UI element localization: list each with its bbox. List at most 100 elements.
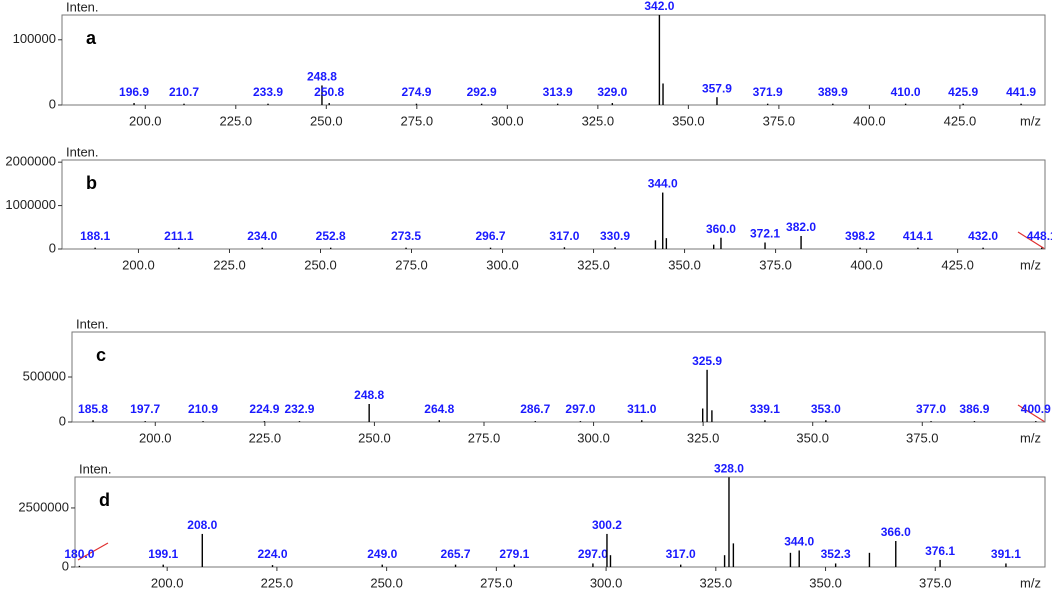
x-tick-label: 325.0 <box>577 257 610 272</box>
peak-label: 441.9 <box>1006 85 1036 99</box>
x-tick-label: 250.0 <box>304 257 337 272</box>
x-tick-label: 425.0 <box>944 113 977 128</box>
y-axis-label: Inten. <box>79 461 112 476</box>
peak-label: 286.7 <box>520 402 550 416</box>
x-tick-label: 350.0 <box>796 430 829 445</box>
peak-label: 273.5 <box>391 229 421 243</box>
peak-label: 234.0 <box>247 229 277 243</box>
x-tick-label: 200.0 <box>139 430 172 445</box>
x-tick-label: 300.0 <box>577 430 610 445</box>
y-tick-label: 0 <box>49 96 56 111</box>
x-tick-label: 400.0 <box>853 113 886 128</box>
x-tick-label: 375.0 <box>919 575 952 589</box>
peak-label: 188.1 <box>80 229 110 243</box>
peak-label: 274.9 <box>401 85 431 99</box>
peak-label: 398.2 <box>845 229 875 243</box>
peak-label: 425.9 <box>948 85 978 99</box>
peak-label: 292.9 <box>467 85 497 99</box>
x-tick-label: 200.0 <box>129 113 162 128</box>
x-tick-label: 375.0 <box>759 257 792 272</box>
peak-label: 376.1 <box>925 544 955 558</box>
x-axis-label: m/z <box>1020 430 1041 445</box>
peak-label: 391.1 <box>991 547 1021 561</box>
peak-label: 353.0 <box>811 402 841 416</box>
x-tick-label: 225.0 <box>261 575 294 589</box>
x-tick-label: 225.0 <box>249 430 282 445</box>
peak-label: 371.9 <box>753 85 783 99</box>
peak-label: 400.9 <box>1021 402 1051 416</box>
peak-label: 311.0 <box>627 402 657 416</box>
peak-label: 328.0 <box>714 461 744 475</box>
peak-label: 448.1 <box>1027 229 1052 243</box>
x-tick-label: 350.0 <box>809 575 842 589</box>
x-tick-label: 275.0 <box>401 113 434 128</box>
peak-label: 300.2 <box>592 518 622 532</box>
peak-label: 317.0 <box>666 547 696 561</box>
x-tick-label: 200.0 <box>151 575 184 589</box>
peak-label: 372.1 <box>750 227 780 241</box>
x-tick-label: 425.0 <box>941 257 974 272</box>
peak-label: 232.9 <box>284 402 314 416</box>
peak-label: 297.0 <box>565 402 595 416</box>
annotation-arrow <box>77 542 109 561</box>
peak-label: 252.8 <box>316 229 346 243</box>
peak-label: 344.0 <box>784 535 814 549</box>
x-tick-label: 225.0 <box>213 257 246 272</box>
peak-label: 296.7 <box>475 229 505 243</box>
peak-label: 313.9 <box>543 85 573 99</box>
x-tick-label: 400.0 <box>850 257 883 272</box>
peak-label: 432.0 <box>968 229 998 243</box>
x-tick-label: 350.0 <box>668 257 701 272</box>
x-tick-label: 275.0 <box>395 257 428 272</box>
x-tick-label: 325.0 <box>582 113 615 128</box>
x-tick-label: 375.0 <box>906 430 939 445</box>
peak-label: 317.0 <box>549 229 579 243</box>
peak-label: 210.7 <box>169 85 199 99</box>
y-tick-label: 0 <box>62 558 69 573</box>
plot-frame <box>61 14 1046 106</box>
peak-label: 325.9 <box>692 354 722 368</box>
peak-label: 224.9 <box>249 402 279 416</box>
peak-label: 210.9 <box>188 402 218 416</box>
peak-label: 248.8 <box>354 388 384 402</box>
x-tick-label: 225.0 <box>220 113 253 128</box>
peak-label: 279.1 <box>499 547 529 561</box>
peak-label: 199.1 <box>148 547 178 561</box>
panel-label: d <box>99 490 110 510</box>
y-tick-label: 0 <box>49 240 56 255</box>
peak-label: 196.9 <box>119 85 149 99</box>
peak-label: 360.0 <box>706 222 736 236</box>
x-axis-label: m/z <box>1020 575 1041 589</box>
x-tick-label: 200.0 <box>122 257 155 272</box>
peak-label: 344.0 <box>648 177 678 191</box>
peak-label: 197.7 <box>130 402 160 416</box>
peak-label: 180.0 <box>64 547 94 561</box>
x-tick-label: 300.0 <box>590 575 623 589</box>
x-tick-label: 300.0 <box>491 113 524 128</box>
annotation-arrow <box>1017 231 1046 250</box>
y-tick-label: 1000000 <box>5 197 56 212</box>
peak-label: 233.9 <box>253 85 283 99</box>
peak-label: 264.8 <box>424 402 454 416</box>
peak-label: 265.7 <box>441 547 471 561</box>
x-tick-label: 325.0 <box>700 575 733 589</box>
x-axis-label: m/z <box>1020 257 1041 272</box>
x-tick-label: 250.0 <box>370 575 403 589</box>
x-tick-label: 275.0 <box>480 575 513 589</box>
peak-label: 366.0 <box>881 525 911 539</box>
peak-label: 329.0 <box>597 85 627 99</box>
panel-label: a <box>86 28 97 48</box>
peak-label: 386.9 <box>959 402 989 416</box>
peak-label: 352.3 <box>821 547 851 561</box>
y-tick-label: 0 <box>59 413 66 428</box>
x-tick-label: 325.0 <box>687 430 720 445</box>
peak-label: 377.0 <box>916 402 946 416</box>
peak-label: 414.1 <box>903 229 933 243</box>
plot-frame <box>74 476 1046 568</box>
x-axis-label: m/z <box>1020 113 1041 128</box>
panel-label: b <box>86 173 97 193</box>
peak-label: 250.8 <box>314 85 344 99</box>
peak-label: 211.1 <box>164 229 194 243</box>
panel-label: c <box>96 345 106 365</box>
